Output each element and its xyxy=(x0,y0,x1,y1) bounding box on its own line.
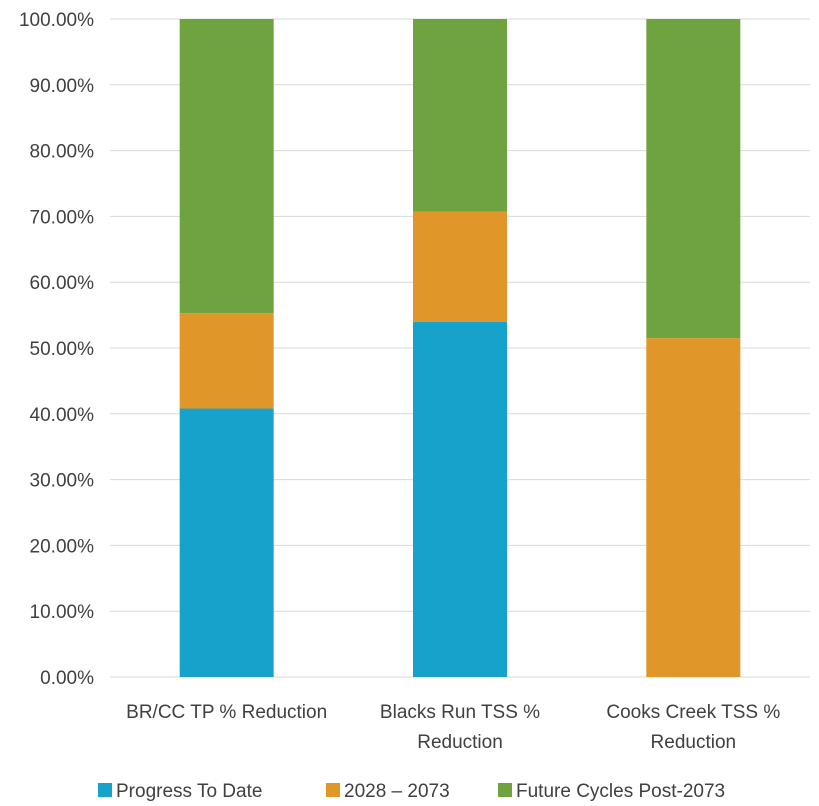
legend-swatch xyxy=(498,783,512,797)
y-tick-label: 20.00% xyxy=(30,536,95,557)
y-tick-label: 10.00% xyxy=(30,602,95,623)
legend-label: Progress To Date xyxy=(116,781,262,802)
x-axis-category-labels: BR/CC TP % Reduction Blacks Run TSS % Redu… xyxy=(126,702,780,753)
y-tick-label: 30.00% xyxy=(30,471,95,492)
x-category-label: Blacks Run TSS % xyxy=(380,702,540,723)
legend-swatch xyxy=(98,783,112,797)
y-tick-label: 40.00% xyxy=(30,405,95,426)
y-tick-label: 90.00% xyxy=(30,76,95,97)
y-axis-tick-labels: 0.00% 10.00% 20.00% 30.00% 40.00% 50.00% 60.00… xyxy=(19,10,94,689)
bar-segment xyxy=(646,19,741,339)
legend-label: Future Cycles Post-2073 xyxy=(516,781,725,802)
bar-segment xyxy=(179,408,274,677)
legend: Progress To Date 2028 – 2073 Future Cycles… xyxy=(98,781,725,802)
y-tick-label: 50.00% xyxy=(30,339,95,360)
bar-segment xyxy=(646,338,741,677)
y-tick-label: 100.00% xyxy=(19,10,94,31)
bar-segment xyxy=(413,321,507,677)
bars xyxy=(179,19,741,677)
bar-segment xyxy=(413,211,507,322)
x-category-label: BR/CC TP % Reduction xyxy=(126,702,327,723)
y-tick-label: 70.00% xyxy=(30,207,95,228)
bar-segment xyxy=(413,19,507,212)
x-category-label: Reduction xyxy=(651,732,737,753)
y-tick-label: 0.00% xyxy=(40,668,94,689)
y-tick-label: 80.00% xyxy=(30,142,95,163)
bar-segment xyxy=(179,313,274,409)
y-tick-label: 60.00% xyxy=(30,273,95,294)
bar-segment xyxy=(179,19,274,314)
legend-label: 2028 – 2073 xyxy=(344,781,450,802)
x-category-label: Reduction xyxy=(417,732,503,753)
legend-swatch xyxy=(326,783,340,797)
x-category-label: Cooks Creek TSS % xyxy=(606,702,780,723)
